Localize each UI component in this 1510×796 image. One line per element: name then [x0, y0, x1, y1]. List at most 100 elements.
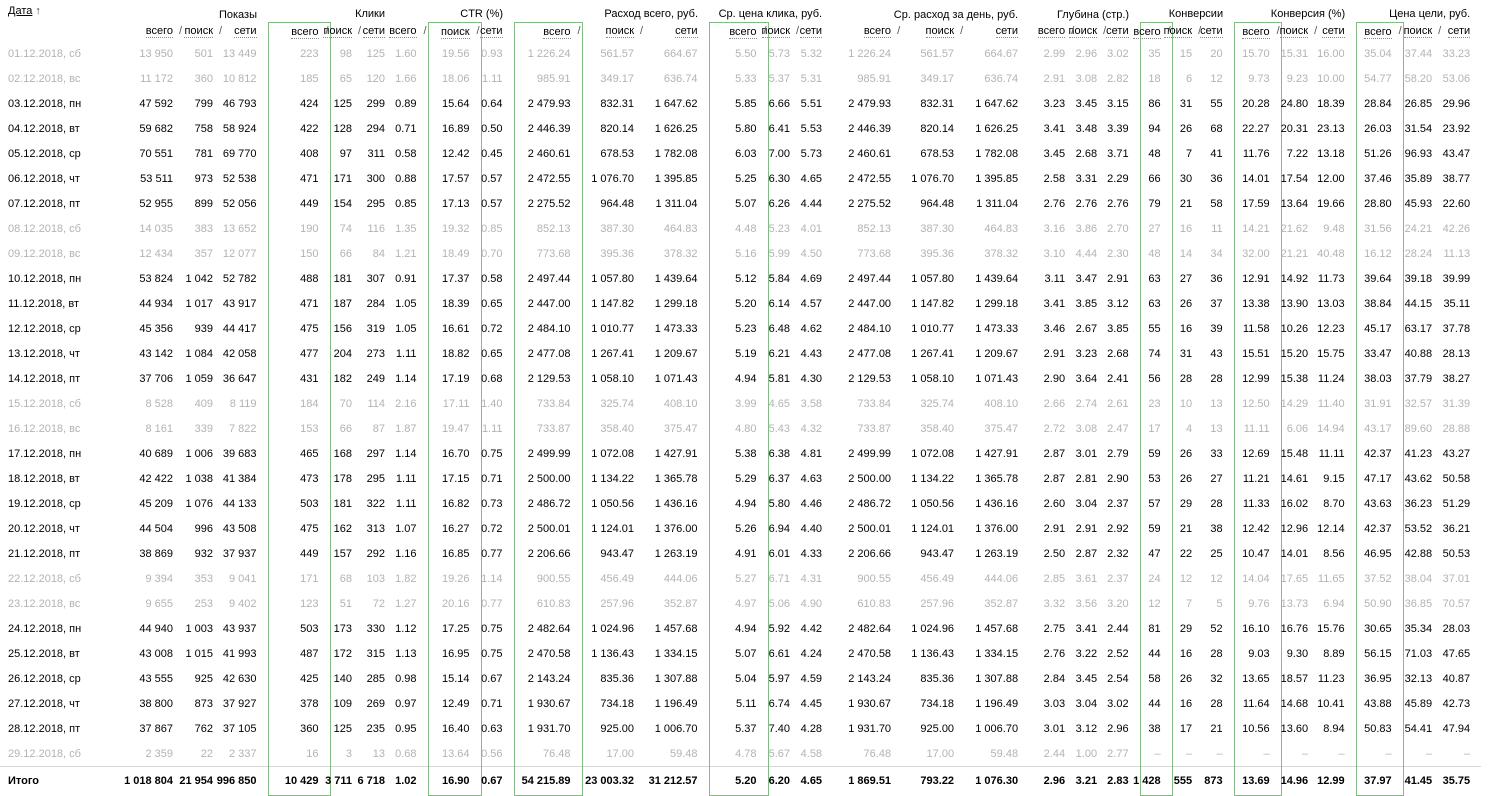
- cell-value: 44: [1148, 697, 1161, 710]
- cell-value: 1 267.41: [591, 347, 635, 360]
- subcolumn-link-search[interactable]: поиск: [1163, 25, 1193, 39]
- subcolumn-link-search[interactable]: поиск: [1068, 25, 1098, 39]
- subcolumn-link-total[interactable]: всего: [1242, 25, 1270, 39]
- metric-cell: 0.95: [395, 716, 428, 741]
- subcolumn-link-total[interactable]: всего: [863, 25, 892, 39]
- cell-value: 120: [366, 72, 386, 85]
- cell-value: 1 136.43: [591, 647, 635, 660]
- metric-cell: 300: [363, 166, 396, 191]
- metric-cell: 2.87: [1029, 466, 1076, 491]
- metric-cell: 38: [1203, 516, 1234, 541]
- cell-value: 53 511: [140, 172, 173, 185]
- subcolumn-link-search[interactable]: поиск: [761, 25, 791, 39]
- metric-cell: 16.40: [427, 716, 482, 741]
- metric-cell: 3.20: [1107, 591, 1140, 616]
- metric-cell: 42 630: [223, 666, 268, 691]
- subcolumn-link-total[interactable]: всего: [291, 25, 319, 39]
- metric-cell: 116: [363, 216, 396, 241]
- metric-cell: 2.44: [1029, 741, 1076, 767]
- metric-cell: 28: [1203, 491, 1234, 516]
- metric-cell: 2 486.72: [833, 491, 902, 516]
- metric-cell: 939: [184, 316, 224, 341]
- metric-cell: 1.00: [1076, 741, 1108, 767]
- subcolumn-link-networks[interactable]: сети: [799, 25, 823, 39]
- cell-value: 4.43: [800, 347, 823, 360]
- cell-value: 3.10: [1043, 247, 1066, 260]
- subcolumn-link-networks[interactable]: сети: [362, 25, 386, 39]
- cell-value: 44: [1148, 647, 1161, 660]
- metric-cell: 37.52: [1355, 566, 1404, 591]
- subcolumn-link-networks[interactable]: сети: [1447, 25, 1471, 39]
- subcolumn-link-search[interactable]: поиск: [1279, 25, 1309, 39]
- subcolumn-link-total[interactable]: всего: [1037, 25, 1066, 39]
- metric-cell: 31: [1172, 91, 1203, 116]
- metric-cell: 47.65: [1443, 641, 1481, 666]
- metric-cell: 1 057.80: [902, 266, 965, 291]
- cell-value: 996: [194, 522, 213, 535]
- cell-value: 3.48: [1075, 122, 1098, 135]
- subcolumn-link-networks[interactable]: сети: [480, 25, 503, 39]
- subcolumn-link-networks[interactable]: сети: [995, 25, 1019, 39]
- subcolumn-link-networks[interactable]: сети: [1322, 25, 1345, 39]
- metric-cell: 27: [1203, 466, 1234, 491]
- table-row: 19.12.2018, ср 45 209 1 076 44 133 503 181 322…: [0, 491, 1481, 516]
- metric-cell: 43 937: [223, 616, 268, 641]
- cell-value: 17.11: [442, 397, 470, 410]
- subcolumn-link-total[interactable]: всего: [145, 25, 173, 39]
- cell-value: 0.88: [395, 172, 417, 185]
- metric-cell: 3.12: [1076, 716, 1108, 741]
- cell-value: 43.88: [1364, 697, 1392, 710]
- cell-value: 2.66: [1043, 397, 1066, 410]
- cell-value: 42.73: [1442, 697, 1471, 710]
- metric-cell: 28: [1203, 641, 1234, 666]
- subcolumn-link-search[interactable]: поиск: [440, 25, 470, 39]
- subcolumn-link-total[interactable]: всего: [1364, 25, 1392, 39]
- cell-value: 38: [1210, 522, 1223, 535]
- date-sort-link[interactable]: Дата: [8, 5, 33, 17]
- metric-cell: 3.04: [1076, 491, 1108, 516]
- cell-value: 973: [194, 172, 213, 185]
- metric-cell: 20.28: [1233, 91, 1282, 116]
- metric-cell: 24.21: [1403, 216, 1443, 241]
- subcolumn-link-total[interactable]: всего: [389, 25, 417, 39]
- metric-cell: 2.85: [1029, 566, 1076, 591]
- metric-cell: 0.64: [481, 91, 514, 116]
- subcolumn-link-networks[interactable]: сети: [1200, 25, 1223, 39]
- subcolumn-link-networks[interactable]: сети: [234, 25, 257, 39]
- subcolumn-link-networks[interactable]: сети: [1106, 25, 1129, 39]
- cell-value: 19.26: [441, 572, 470, 585]
- cell-value: 899: [194, 197, 213, 210]
- subcolumn-link-search[interactable]: поиск: [184, 25, 213, 39]
- cell-value: 52 955: [139, 197, 173, 210]
- cell-value: 2 446.39: [527, 122, 571, 135]
- cell-value: 1.14: [395, 372, 417, 385]
- cell-value: 4.80: [735, 422, 757, 435]
- metric-cell: 1.66: [395, 66, 428, 91]
- metric-cell: 7 822: [224, 416, 268, 441]
- metric-cell: 2.29: [1107, 166, 1140, 191]
- cell-value: 471: [300, 297, 319, 310]
- subcolumn-link-search[interactable]: поиск: [605, 25, 635, 39]
- metric-cell: 299: [363, 91, 396, 116]
- subcolumn-link-search[interactable]: поиск: [1403, 25, 1433, 39]
- subcolumn-link-search[interactable]: поиск: [323, 25, 352, 39]
- cell-value: 3.23: [1043, 97, 1066, 110]
- metric-cell: 0.89: [395, 91, 428, 116]
- subcolumn-link-total[interactable]: всего: [729, 25, 757, 39]
- subcolumn-link-total[interactable]: всего: [543, 25, 571, 39]
- metric-cell: 925.00: [582, 716, 645, 741]
- subcolumn-link-total[interactable]: всего: [1133, 25, 1161, 39]
- subcolumn-link-search[interactable]: поиск: [925, 25, 955, 39]
- metric-cell: 51: [330, 591, 363, 616]
- cell-value: 28.88: [1442, 422, 1471, 435]
- metric-cell: 44: [1139, 691, 1173, 716]
- cell-value: 1 076: [185, 497, 213, 510]
- metric-cell: 168: [330, 441, 363, 466]
- subcolumn-link-networks[interactable]: сети: [675, 25, 698, 39]
- cell-value: 22.27: [1242, 122, 1270, 135]
- metric-cell: 1 124.01: [902, 516, 965, 541]
- metric-cell: 5.80: [708, 116, 769, 141]
- cell-value: 330: [366, 622, 386, 635]
- cell-value: 3.41: [1075, 622, 1098, 635]
- cell-value: 17.54: [1280, 172, 1309, 185]
